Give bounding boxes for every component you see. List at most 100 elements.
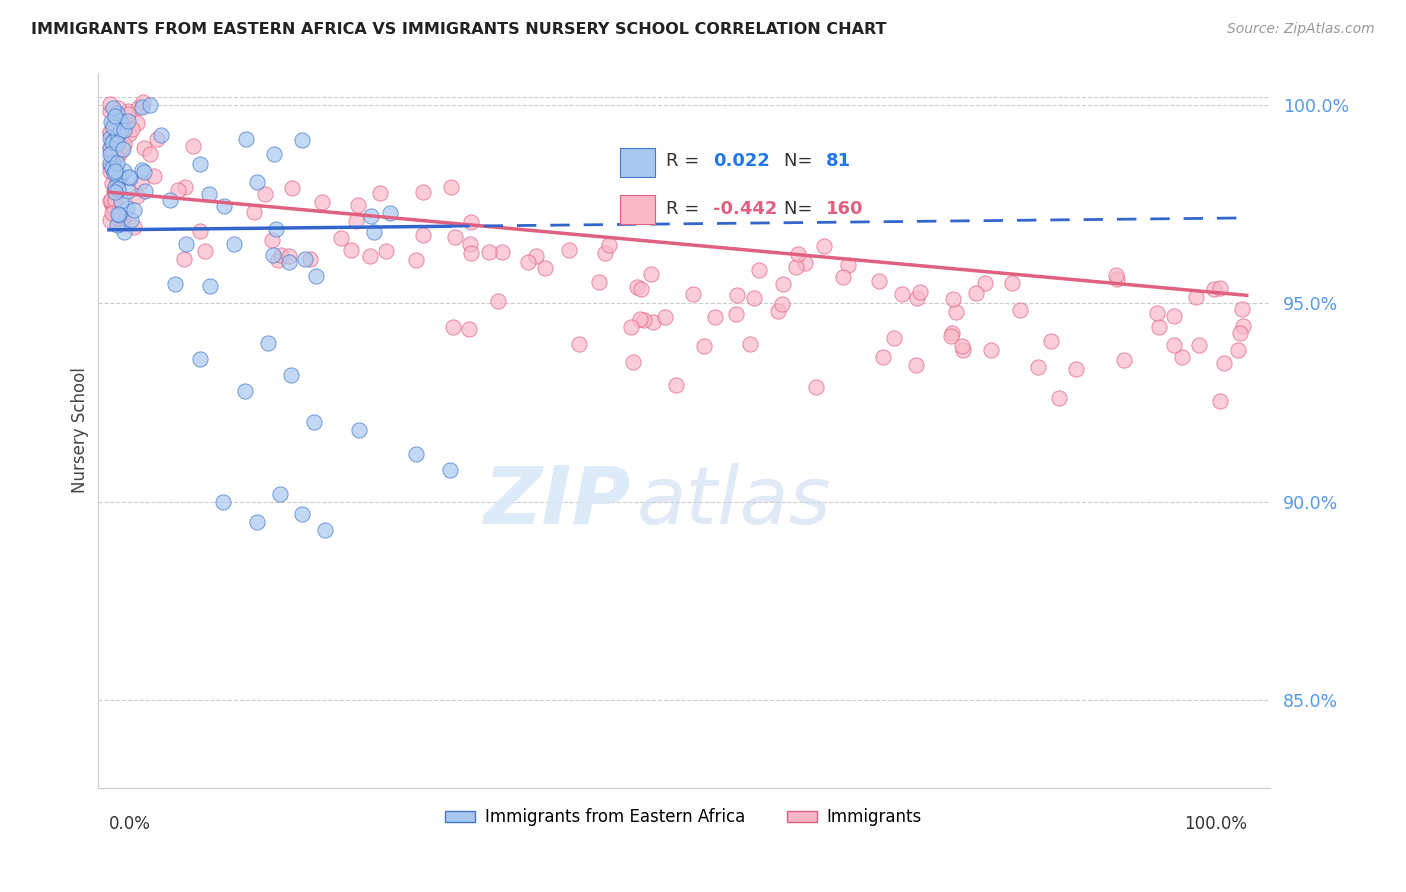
Point [872, 351, 894, 365]
Point [163, 277, 186, 291]
Point [641, 315, 664, 329]
Point [111, 211, 134, 225]
Point [101, 198, 124, 212]
Point [128, 100, 150, 114]
Point [692, 338, 714, 352]
Point [939, 329, 962, 343]
Point [112, 136, 135, 151]
Point [620, 320, 643, 334]
Point [1202, 283, 1225, 297]
Point [132, 95, 155, 110]
Point [346, 198, 368, 212]
Point [349, 423, 371, 437]
Text: 100.0%: 100.0% [1184, 815, 1247, 833]
Point [118, 170, 141, 185]
Point [103, 200, 125, 214]
Point [1209, 393, 1232, 408]
Point [314, 523, 336, 537]
Point [980, 343, 1002, 357]
Point [173, 252, 195, 267]
Point [211, 495, 233, 509]
Point [1001, 277, 1024, 291]
Point [103, 205, 125, 219]
Point [294, 252, 316, 267]
Point [101, 116, 124, 130]
Point [129, 175, 152, 189]
Point [104, 187, 127, 202]
Point [118, 170, 141, 185]
Point [108, 147, 131, 161]
Point [117, 104, 139, 119]
Point [1163, 309, 1185, 323]
Point [682, 287, 704, 301]
Point [98, 159, 121, 173]
Point [101, 136, 124, 150]
Point [100, 145, 122, 160]
Legend: Immigrants from Eastern Africa, Immigrants: Immigrants from Eastern Africa, Immigran… [439, 802, 929, 833]
Point [105, 156, 128, 170]
Point [654, 310, 676, 325]
Point [1208, 280, 1230, 294]
Point [174, 180, 197, 194]
Point [108, 208, 131, 222]
Point [104, 164, 127, 178]
Point [405, 447, 427, 461]
Point [626, 280, 648, 294]
Point [478, 245, 501, 260]
Point [110, 118, 132, 132]
Point [785, 260, 807, 274]
Point [117, 185, 139, 199]
Point [628, 312, 651, 326]
Point [134, 141, 156, 155]
Point [378, 206, 401, 220]
Point [1163, 337, 1185, 351]
Point [104, 186, 127, 200]
Point [150, 128, 173, 142]
Point [103, 156, 125, 170]
Point [491, 244, 513, 259]
Point [965, 286, 987, 301]
Point [122, 219, 145, 234]
Point [665, 377, 688, 392]
Point [107, 207, 129, 221]
Point [105, 149, 128, 163]
Point [267, 253, 290, 268]
Point [370, 186, 392, 200]
Point [269, 487, 291, 501]
Point [595, 245, 617, 260]
Point [222, 236, 245, 251]
Point [941, 326, 963, 340]
Point [112, 164, 135, 178]
Point [257, 336, 280, 351]
Point [945, 305, 967, 319]
Point [266, 222, 288, 236]
Point [302, 416, 325, 430]
Point [1047, 391, 1070, 405]
Point [640, 267, 662, 281]
Point [104, 132, 127, 146]
Point [305, 268, 328, 283]
Point [738, 337, 761, 351]
Point [630, 282, 652, 296]
Point [105, 136, 128, 151]
Point [188, 224, 211, 238]
Point [253, 186, 276, 201]
Point [703, 310, 725, 324]
Point [235, 131, 257, 145]
Point [142, 169, 165, 183]
Point [412, 228, 434, 243]
Text: R =: R = [666, 200, 706, 218]
Point [344, 214, 367, 228]
Point [291, 133, 314, 147]
Point [1114, 353, 1136, 368]
Point [1229, 326, 1251, 340]
Point [1227, 343, 1250, 357]
Point [633, 313, 655, 327]
Point [131, 100, 153, 114]
Point [868, 273, 890, 287]
Point [121, 121, 143, 136]
Point [100, 114, 122, 128]
Text: 0.022: 0.022 [713, 153, 770, 170]
Point [100, 193, 122, 207]
Point [139, 98, 162, 112]
